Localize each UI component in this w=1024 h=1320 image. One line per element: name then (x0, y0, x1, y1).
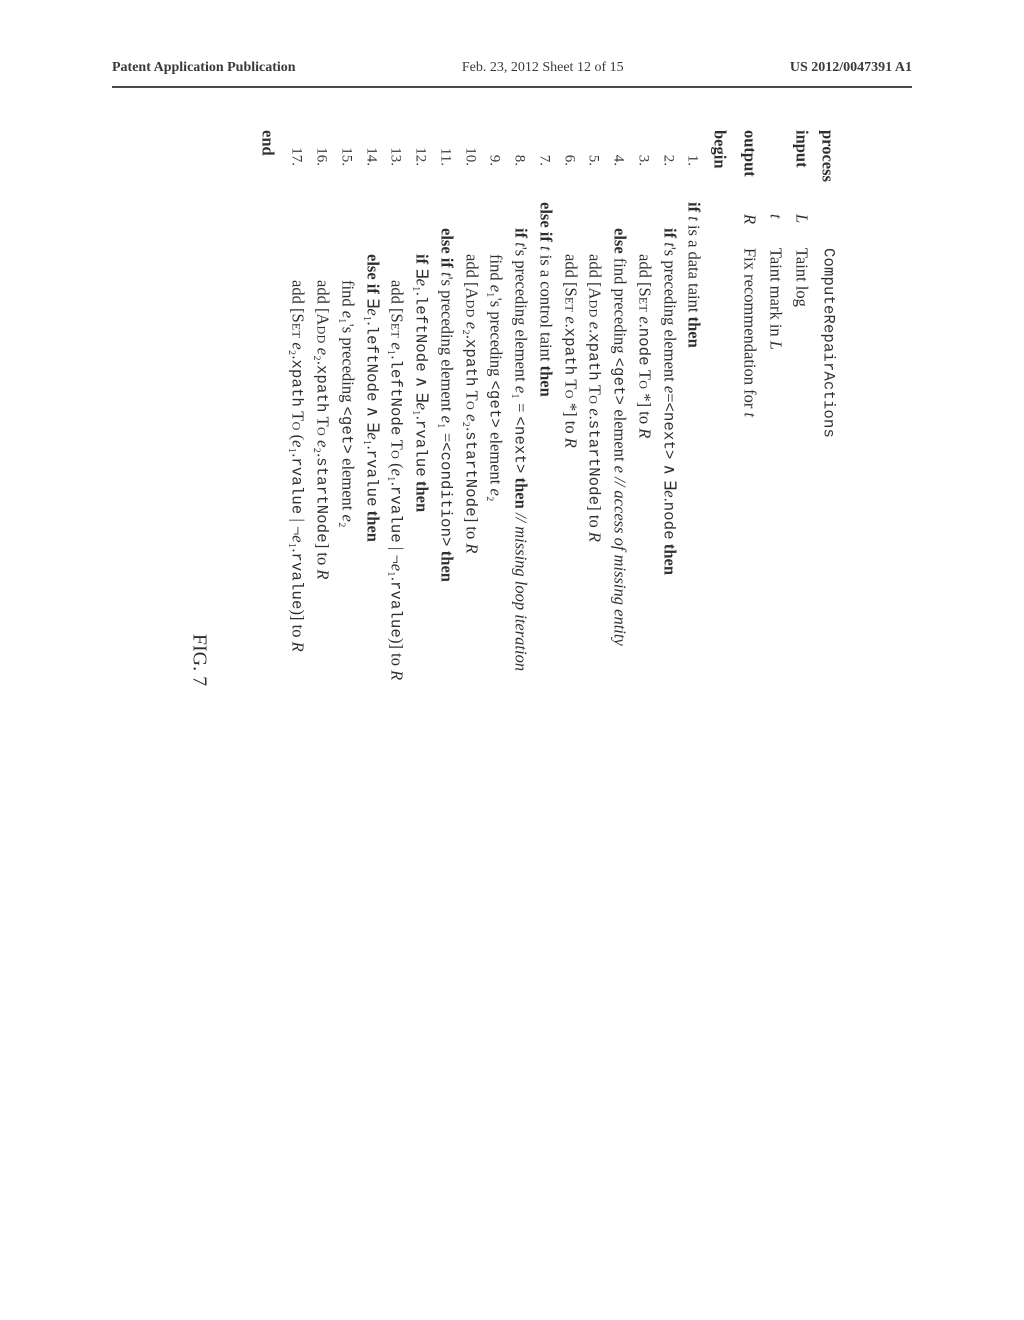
line-text: find e₁'s preceding <get> element e₂ (484, 176, 508, 1190)
process-row: process ComputeRepairActions (816, 130, 840, 1190)
line-number: 10. (459, 130, 481, 166)
algorithm-listing: process ComputeRepairActions input L Tai… (184, 130, 839, 1190)
line-number: 17. (285, 130, 307, 166)
line-text: else if ∃e₁.leftNode ∧ ∃e₁.rvalue then (360, 176, 384, 1190)
line-text: else if t is a control taint then (534, 176, 558, 1190)
figure-label: FIG. 7 (184, 130, 213, 1190)
line-text: if ∃e₁.leftNode ∧ ∃e₁.rvalue then (409, 176, 433, 1190)
line-2: 2. if t's preceding element e=<next> ∧ ∃… (657, 130, 682, 1190)
page: Patent Application Publication Feb. 23, … (0, 0, 1024, 1320)
line-text: add [Set e.xpath To *] to R (558, 176, 582, 1190)
R-sym: R (738, 214, 762, 242)
line-text: add [Set e₁.leftNode To (e₁.rvalue | ¬e₁… (385, 176, 409, 1190)
line-number: 9. (483, 130, 505, 166)
line-10: 10. add [Add e₂.xpath To e₂.startNode] t… (459, 130, 484, 1190)
line-text: else find preceding <get> element e // a… (607, 176, 631, 1190)
line-text: if t's preceding element e=<next> ∧ ∃e.n… (657, 176, 681, 1190)
line-number: 11. (434, 130, 456, 166)
L-sym: L (790, 214, 814, 242)
line-text: add [Set e.node To *] to R (632, 176, 656, 1190)
line-9: 9. find e₁'s preceding <get> element e₂ (483, 130, 508, 1190)
line-text: add [Set e₂.xpath To (e₁.rvalue | ¬e₁.rv… (286, 176, 310, 1190)
line-11: 11. else if t's preceding element e₁ =<c… (434, 130, 459, 1190)
line-text: find e₁'s preceding <get> element e₂ (335, 176, 359, 1190)
header-right: US 2012/0047391 A1 (790, 60, 912, 76)
line-number: 16. (310, 130, 332, 166)
line-14: 14. else if ∃e₁.leftNode ∧ ∃e₁.rvalue th… (360, 130, 385, 1190)
line-1: 1. if t is a data taint then (681, 130, 706, 1190)
line-text: add [Add e₂.xpath To e₂.startNode] to R (459, 176, 483, 1190)
figure-rotated-container: process ComputeRepairActions input L Tai… (184, 130, 839, 1190)
line-number: 12. (409, 130, 431, 166)
line-number: 8. (508, 130, 530, 166)
line-number: 6. (558, 130, 580, 166)
t-sym: t (764, 214, 788, 242)
line-text: add [Add e.xpath To e.startNode] to R (583, 176, 607, 1190)
line-number: 5. (582, 130, 604, 166)
line-16: 16. add [Add e₂.xpath To e₂.startNode] t… (310, 130, 335, 1190)
t-desc: Taint mark in L (764, 248, 788, 1190)
line-text: if t is a data taint then (682, 176, 706, 1190)
line-5: 5. add [Add e.xpath To e.startNode] to R (582, 130, 607, 1190)
line-number: 13. (384, 130, 406, 166)
line-text: if t's preceding element e₁ = <next> the… (508, 176, 532, 1190)
line-7: 7. else if t is a control taint then (533, 130, 558, 1190)
R-desc: Fix recommendation for t (738, 248, 762, 1190)
input-t-row: t Taint mark in L (764, 130, 788, 1190)
line-number: 15. (335, 130, 357, 166)
line-number: 3. (632, 130, 654, 166)
line-number: 7. (533, 130, 555, 166)
algorithm-lines: 1. if t is a data taint then 2. if t's p… (285, 130, 706, 1190)
header-center: Feb. 23, 2012 Sheet 12 of 15 (462, 60, 624, 76)
page-header: Patent Application Publication Feb. 23, … (112, 60, 912, 76)
output-kw: output (738, 130, 762, 208)
line-4: 4. else find preceding <get> element e /… (607, 130, 632, 1190)
process-name: ComputeRepairActions (816, 248, 840, 1190)
line-number: 4. (607, 130, 629, 166)
header-rule (112, 86, 912, 88)
line-3: 3. add [Set e.node To *] to R (632, 130, 657, 1190)
begin-kw: begin (708, 130, 732, 1190)
header-left: Patent Application Publication (112, 60, 296, 76)
line-number: 2. (657, 130, 679, 166)
input-L-row: input L Taint log (790, 130, 814, 1190)
line-8: 8. if t's preceding element e₁ = <next> … (508, 130, 533, 1190)
L-desc: Taint log (790, 248, 814, 1190)
end-kw: end (255, 130, 279, 1190)
line-number: 14. (360, 130, 382, 166)
line-6: 6. add [Set e.xpath To *] to R (558, 130, 583, 1190)
output-R-row: output R Fix recommendation for t (738, 130, 762, 1190)
line-12: 12. if ∃e₁.leftNode ∧ ∃e₁.rvalue then (409, 130, 434, 1190)
line-15: 15. find e₁'s preceding <get> element e₂ (335, 130, 360, 1190)
line-text: else if t's preceding element e₁ =<condi… (434, 176, 458, 1190)
line-text: add [Add e₂.xpath To e₂.startNode] to R (310, 176, 334, 1190)
process-kw: process (816, 130, 840, 208)
line-number: 1. (681, 130, 703, 166)
input-kw: input (790, 130, 814, 208)
line-13: 13. add [Set e₁.leftNode To (e₁.rvalue |… (384, 130, 409, 1190)
line-17: 17. add [Set e₂.xpath To (e₁.rvalue | ¬e… (285, 130, 310, 1190)
